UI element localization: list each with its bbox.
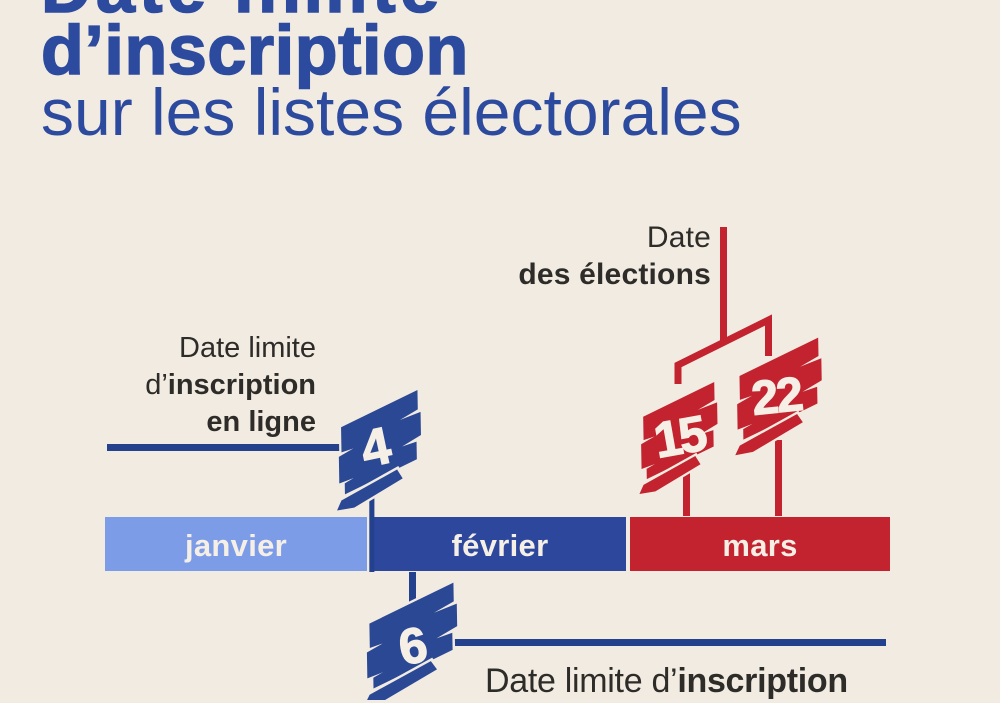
svg-text:22: 22 [749, 368, 804, 426]
svg-text:15: 15 [650, 405, 711, 469]
